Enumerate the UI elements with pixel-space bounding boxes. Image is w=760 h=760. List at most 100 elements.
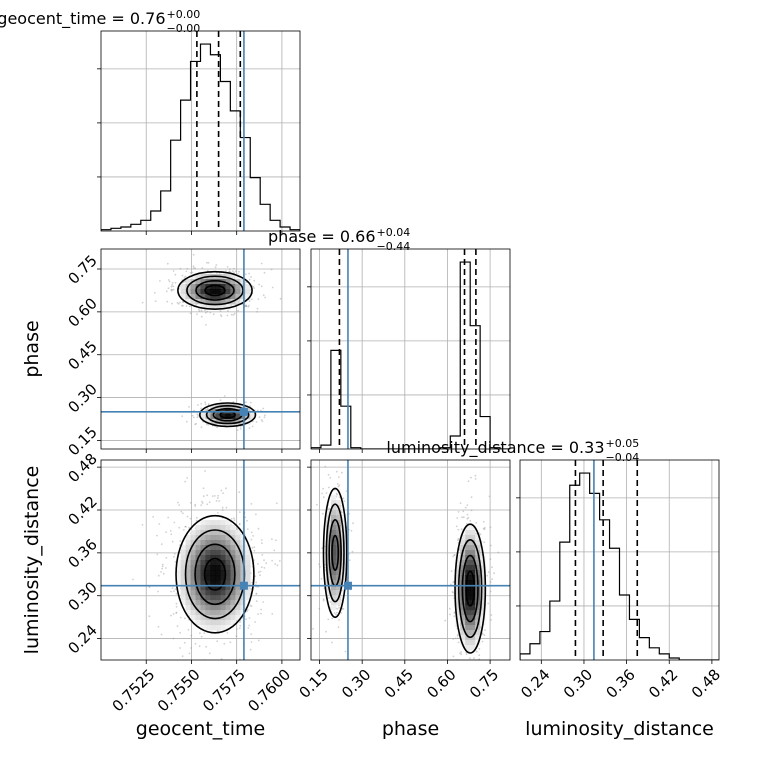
density-cell: [235, 289, 241, 295]
sample-point: [249, 648, 252, 651]
density-cell: [205, 535, 211, 541]
sample-point: [341, 607, 344, 610]
sample-point: [245, 305, 248, 307]
density-cell: [330, 500, 337, 506]
density-cell: [215, 304, 221, 310]
density-cell: [180, 565, 186, 571]
density-cell: [330, 555, 337, 561]
truth-marker: [343, 581, 352, 590]
density-cell: [200, 525, 206, 531]
density-cell: [460, 640, 466, 646]
density-cell: [185, 585, 191, 591]
density-cell: [220, 419, 226, 425]
sample-point: [312, 628, 314, 630]
density-cell: [200, 535, 206, 541]
sample-point: [260, 285, 263, 288]
sample-point: [184, 617, 186, 620]
density-cell: [200, 570, 206, 576]
density-cell: [210, 414, 216, 420]
sample-point: [253, 546, 256, 549]
sample-point: [489, 526, 492, 529]
density-cell: [210, 625, 216, 631]
pair-panel-geocent_time-phase: [97, 248, 301, 453]
density-cell: [245, 565, 251, 571]
density-cell: [330, 540, 337, 546]
pair-panel-geocent_time-luminosity_distance: [97, 459, 301, 664]
density-cell: [235, 605, 241, 611]
sample-point: [348, 559, 351, 562]
sample-point: [189, 271, 192, 274]
sample-point: [228, 268, 231, 271]
sample-point: [152, 516, 155, 518]
sample-point: [321, 547, 324, 550]
density-cell: [230, 419, 236, 425]
title-name: geocent_time =: [0, 9, 130, 29]
sample-point: [260, 419, 263, 421]
sample-point: [202, 495, 205, 498]
density-cell: [475, 630, 481, 636]
density-cell: [225, 535, 231, 541]
density-cell: [185, 294, 191, 300]
density-cell: [220, 520, 226, 526]
density-cell: [200, 620, 206, 626]
density-cell: [210, 550, 216, 556]
density-cell: [220, 585, 226, 591]
density-cell: [475, 555, 481, 561]
density-cell: [210, 520, 216, 526]
sample-point: [335, 470, 338, 473]
sample-point: [452, 638, 455, 640]
title-plus: +0.05: [606, 437, 640, 450]
density-cell: [245, 284, 251, 290]
sample-point: [273, 549, 276, 552]
density-cell: [210, 585, 216, 591]
density-cell: [180, 595, 186, 601]
sample-point: [470, 509, 473, 512]
density-cell: [195, 575, 201, 581]
density-cell: [210, 570, 216, 576]
sample-point: [491, 566, 493, 569]
density-cell: [200, 284, 206, 290]
sample-point: [337, 626, 340, 629]
sample-point: [186, 515, 189, 518]
sample-point: [190, 634, 193, 637]
density-cell: [195, 289, 201, 295]
sample-point: [322, 496, 325, 499]
density-cell: [330, 495, 337, 501]
sample-point: [246, 519, 248, 522]
density-cell: [210, 595, 216, 601]
ytick-label-phase: 0.45: [65, 337, 101, 373]
density-cell: [470, 590, 476, 596]
density-cell: [195, 279, 201, 285]
sample-point: [474, 474, 477, 477]
sample-point: [182, 301, 184, 303]
sample-point: [250, 588, 253, 590]
sample-point: [171, 587, 174, 589]
sample-point: [194, 642, 197, 645]
density-cell: [245, 294, 251, 300]
density-cell: [230, 590, 236, 596]
density-cell: [200, 274, 206, 280]
sample-point: [197, 404, 199, 406]
sample-point: [256, 409, 259, 412]
density-cell: [215, 605, 221, 611]
density-cell: [205, 525, 211, 531]
density-cell: [240, 565, 246, 571]
density-cell: [250, 414, 256, 420]
sample-point: [488, 495, 491, 498]
sample-point: [196, 416, 199, 419]
density-cell: [205, 595, 211, 601]
density-cell: [235, 550, 241, 556]
density-cell: [475, 560, 481, 566]
sample-point: [215, 500, 218, 502]
sample-point: [176, 301, 179, 304]
density-cell: [245, 560, 251, 566]
sample-point: [236, 528, 239, 530]
density-cell: [215, 530, 221, 536]
density-cell: [470, 630, 476, 636]
density-cell: [465, 545, 471, 551]
density-cell: [235, 570, 241, 576]
sample-point: [226, 632, 229, 634]
density-cell: [210, 404, 216, 410]
sample-point: [470, 496, 473, 499]
sample-point: [189, 502, 192, 504]
